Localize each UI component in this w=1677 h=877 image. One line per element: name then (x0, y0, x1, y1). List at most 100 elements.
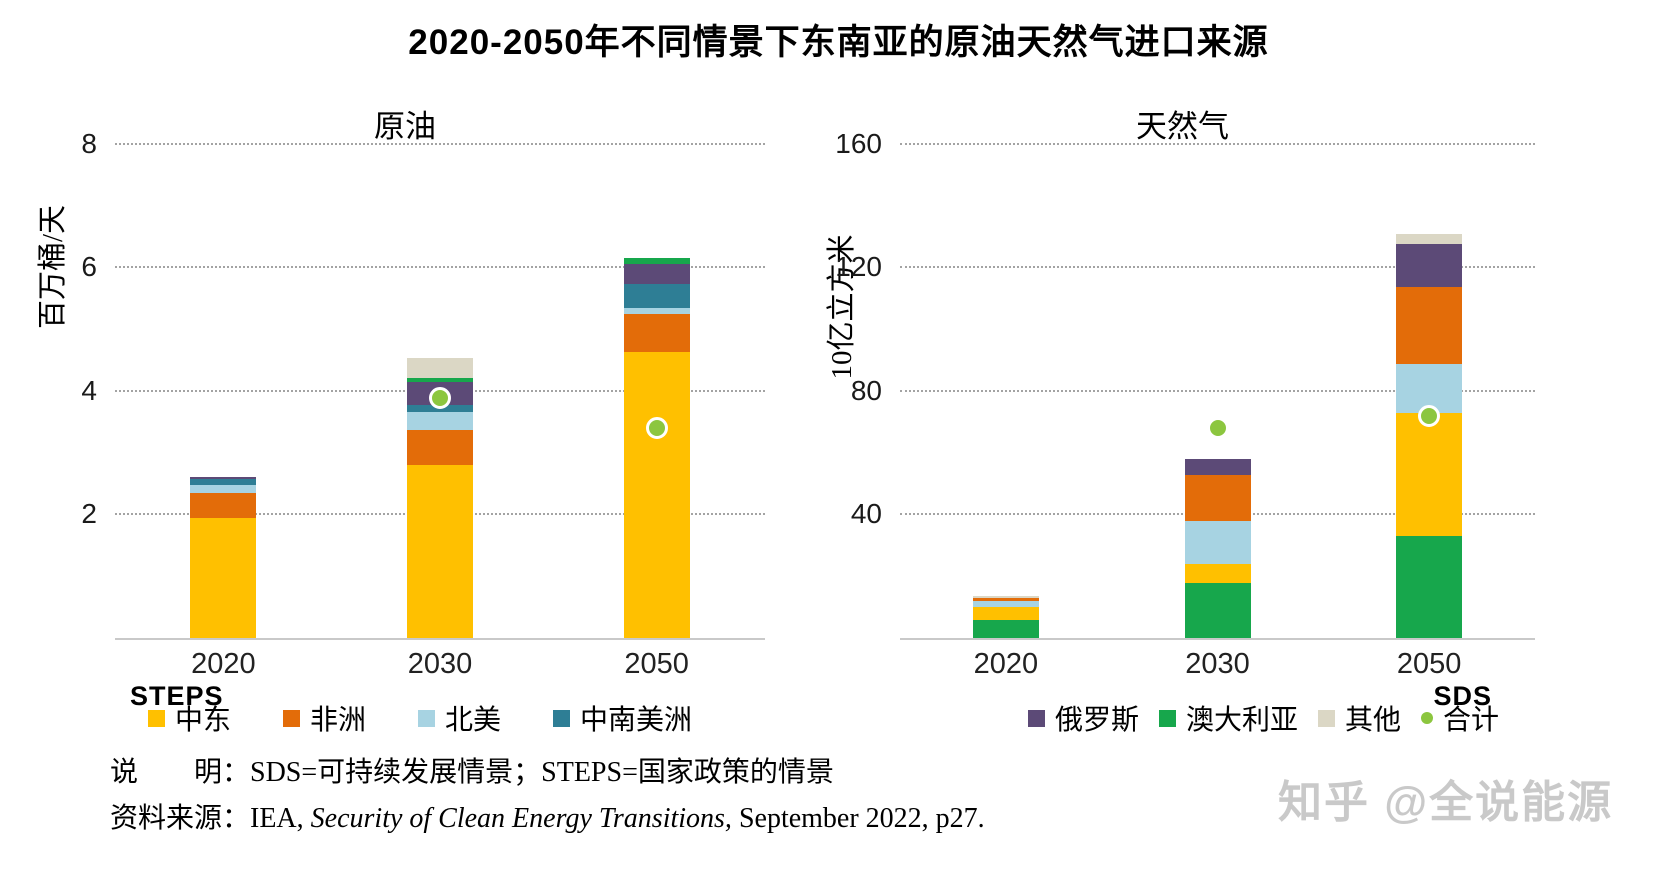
y-tick-2: 2 (81, 497, 97, 529)
segment-north_america-2020 (190, 485, 257, 494)
legend-swatch-central_south_america-square-icon (553, 709, 571, 727)
legend-item-other: 其他 (1318, 698, 1401, 738)
x-label-2030: 2030 (407, 648, 473, 680)
legend-item-africa: 非洲 (283, 698, 366, 738)
segment-middle_east-2030 (407, 465, 473, 638)
bar-2050 (1396, 145, 1463, 638)
gridline-8 (115, 143, 765, 145)
x-label-2030: 2030 (1185, 648, 1250, 680)
y-tick-80: 80 (850, 374, 882, 406)
segment-africa-2030 (407, 429, 473, 466)
segment-africa-2030 (1184, 474, 1251, 521)
total-dot-2050 (645, 417, 668, 440)
segment-north_america-2020 (972, 601, 1039, 608)
x-label-2050: 2050 (624, 648, 689, 680)
natural-gas-plot-area: 40 80 120 160 2020 2030 2050 (835, 128, 1535, 680)
bar-2050 (623, 145, 690, 638)
segment-russia-2030 (1184, 459, 1251, 475)
segment-middle_east-2050 (1396, 413, 1463, 537)
legend-item-middle_east: 中东 (148, 698, 231, 738)
y-tick-8: 8 (81, 128, 97, 159)
bar-2020 (190, 145, 257, 638)
chart-natural-gas: 天然气 10亿立方米 40 80 120 160 2020 2030 2050 SDS (815, 95, 1550, 720)
segment-africa-2050 (623, 313, 690, 353)
note-source-suffix: September 2022, p27. (731, 803, 985, 834)
note-source-prefix: 资料来源：IEA, (110, 803, 311, 834)
legend-label-north_america: 北美 (445, 705, 502, 736)
segment-russia-2050 (623, 263, 690, 285)
legend-label-total: 合计 (1443, 705, 1500, 736)
footnotes: 说 明：SDS=可持续发展情景；STEPS=国家政策的情景 资料来源：IEA, … (110, 750, 985, 842)
y-tick-40: 40 (850, 497, 882, 529)
legend-swatch-north_america-square-icon (418, 709, 436, 727)
segment-africa-2020 (972, 597, 1039, 602)
note-source: 资料来源：IEA, Security of Clean Energy Trans… (110, 796, 985, 842)
x-label-2020: 2020 (973, 648, 1039, 680)
segment-russia-2020 (190, 476, 257, 480)
segment-middle_east-2020 (972, 607, 1039, 620)
legend-label-africa: 非洲 (310, 705, 367, 736)
gridline-160 (900, 143, 1535, 145)
scenario-label-sds: SDS (1433, 681, 1492, 711)
segment-middle_east-2050 (623, 352, 690, 638)
legend-label-central_south_america: 中南美洲 (580, 705, 693, 736)
segment-north_america-2030 (1184, 520, 1251, 565)
segment-africa-2050 (1396, 286, 1463, 364)
legend-right-group: 俄罗斯 澳大利亚 其他 合计 (1028, 698, 1499, 738)
page-title: 2020-2050年不同情景下东南亚的原油天然气进口来源 (408, 23, 1269, 62)
gridline-80 (900, 389, 1535, 392)
legend-swatch-australia-square-icon (1159, 709, 1177, 727)
legend-swatch-russia-square-icon (1028, 709, 1045, 727)
x-label-2020: 2020 (191, 648, 256, 680)
segment-north_america-2050 (1396, 363, 1463, 414)
legend-label-other: 其他 (1345, 705, 1402, 736)
legend-swatch-africa-square-icon (283, 709, 301, 727)
legend-label-australia: 澳大利亚 (1186, 705, 1299, 736)
segment-other-2050 (1396, 234, 1463, 244)
total-dot-2030 (1206, 417, 1229, 440)
segment-other-2030 (407, 358, 473, 378)
y-tick-120: 120 (835, 251, 882, 283)
legend-swatch-total-dot-icon (1421, 712, 1434, 724)
segment-middle_east-2030 (1184, 564, 1251, 583)
legend-item-central_south_america: 中南美洲 (553, 698, 692, 738)
segment-north_america-2050 (623, 307, 690, 314)
gridline-6 (115, 266, 765, 269)
legend-item-russia: 俄罗斯 (1028, 698, 1139, 738)
chart-crude-oil: 原油 百万桶/天 2 4 6 8 2020 2030 2050 STEPS (30, 95, 780, 720)
chart-natural-gas-subtitle: 天然气 (1136, 109, 1229, 144)
segment-north_america-2030 (407, 412, 473, 430)
legend-swatch-other-square-icon (1318, 709, 1336, 727)
total-dot-2050 (1418, 405, 1441, 428)
legend-left-group: 中东 非洲 北美 中南美洲 (148, 698, 692, 738)
y-tick-160: 160 (835, 128, 882, 159)
segment-australia-2020 (972, 619, 1039, 638)
legend-label-middle_east: 中东 (175, 705, 232, 736)
segment-middle_east-2020 (190, 517, 257, 638)
legend-item-total: 合计 (1421, 698, 1499, 738)
segment-central_south_america-2050 (623, 284, 690, 308)
segment-africa-2020 (190, 493, 257, 518)
x-label-2050: 2050 (1396, 648, 1462, 680)
segment-australia-2030 (407, 377, 473, 382)
segment-russia-2050 (1396, 243, 1463, 287)
y-tick-4: 4 (81, 374, 97, 406)
legend-label-russia: 俄罗斯 (1055, 705, 1140, 736)
scenario-label-steps: STEPS (130, 681, 224, 711)
bar-2020 (972, 145, 1039, 638)
segment-australia-2030 (1184, 582, 1251, 638)
bar-2030 (1184, 145, 1251, 638)
note-source-title: Security of Clean Energy Transitions, (310, 803, 732, 834)
segment-other-2020 (972, 596, 1039, 598)
gridline-120 (900, 266, 1535, 269)
segment-central_south_america-2020 (190, 479, 257, 486)
legend-item-north_america: 北美 (418, 698, 501, 738)
segment-central_south_america-2030 (407, 405, 473, 413)
segment-australia-2050 (623, 257, 690, 264)
total-dot-2030 (429, 386, 451, 409)
legend-item-australia: 澳大利亚 (1159, 698, 1298, 738)
segment-australia-2050 (1396, 536, 1463, 638)
y-tick-6: 6 (81, 251, 97, 283)
note-explanation: 说 明：SDS=可持续发展情景；STEPS=国家政策的情景 (110, 757, 834, 788)
legend-swatch-middle_east-square-icon (148, 709, 165, 727)
